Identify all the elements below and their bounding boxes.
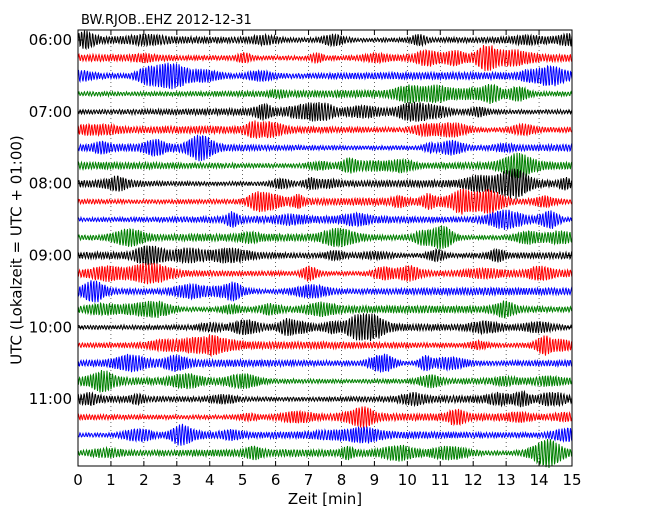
chart-title: BW.RJOB..EHZ 2012-12-31 [81,13,252,28]
x-tick-label: 2 [139,471,149,489]
trace-17 [77,312,573,342]
y-tick-label: 10:00 [29,318,72,336]
x-tick-label: 12 [464,471,483,489]
trace-14 [77,262,573,285]
x-tick-label: 8 [337,471,347,489]
grid-lines [110,30,540,466]
trace-9 [77,168,573,200]
trace-18 [77,334,573,358]
x-tick-label: 9 [370,471,380,489]
trace-7 [77,134,573,162]
trace-4 [77,83,573,104]
y-tick-label: 11:00 [29,390,72,408]
x-tick-label: 11 [431,471,450,489]
x-tick-label: 15 [562,471,581,489]
seismic-traces [77,30,573,468]
y-axis-ticks: 06:00 07:00 08:00 09:00 10:00 11:00 [29,31,572,408]
trace-21 [77,389,573,408]
y-tick-label: 07:00 [29,103,72,121]
x-axis-ticks: 0 1 2 3 4 5 6 7 8 9 10 11 12 13 14 15 [73,30,582,489]
trace-12 [77,225,573,250]
trace-15 [77,280,573,303]
trace-23 [77,423,573,446]
x-tick-label: 13 [497,471,516,489]
trace-11 [77,209,573,230]
x-tick-label: 1 [106,471,116,489]
x-tick-label: 14 [530,471,549,489]
trace-19 [77,353,573,373]
trace-24 [77,438,573,468]
trace-6 [77,120,573,139]
trace-10 [77,187,573,215]
trace-2 [77,44,573,72]
y-axis-label: UTC (Lokalzeit = UTC + 01:00) [7,135,25,365]
trace-22 [77,406,573,429]
trace-16 [77,300,573,319]
x-axis-label: Zeit [min] [288,490,362,508]
trace-1 [77,30,573,51]
y-tick-label: 08:00 [29,175,72,193]
x-tick-label: 3 [172,471,182,489]
trace-8 [77,152,573,179]
plot-frame [77,29,573,467]
trace-13 [77,245,573,266]
trace-20 [77,370,573,393]
x-tick-label: 10 [398,471,417,489]
trace-5 [77,101,573,122]
x-tick-label: 7 [304,471,314,489]
x-tick-label: 0 [73,471,83,489]
x-tick-label: 4 [205,471,215,489]
x-tick-label: 6 [271,471,281,489]
x-tick-label: 5 [238,471,248,489]
y-tick-label: 06:00 [29,31,72,49]
y-tick-label: 09:00 [29,246,72,264]
trace-3 [77,62,573,90]
